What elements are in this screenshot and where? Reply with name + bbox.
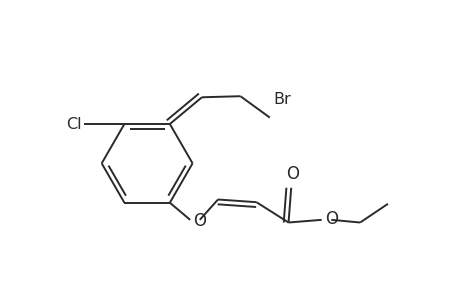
Text: O: O	[324, 210, 337, 228]
Text: O: O	[193, 212, 206, 230]
Text: Cl: Cl	[66, 116, 81, 131]
Text: O: O	[285, 166, 299, 184]
Text: Br: Br	[273, 92, 290, 107]
